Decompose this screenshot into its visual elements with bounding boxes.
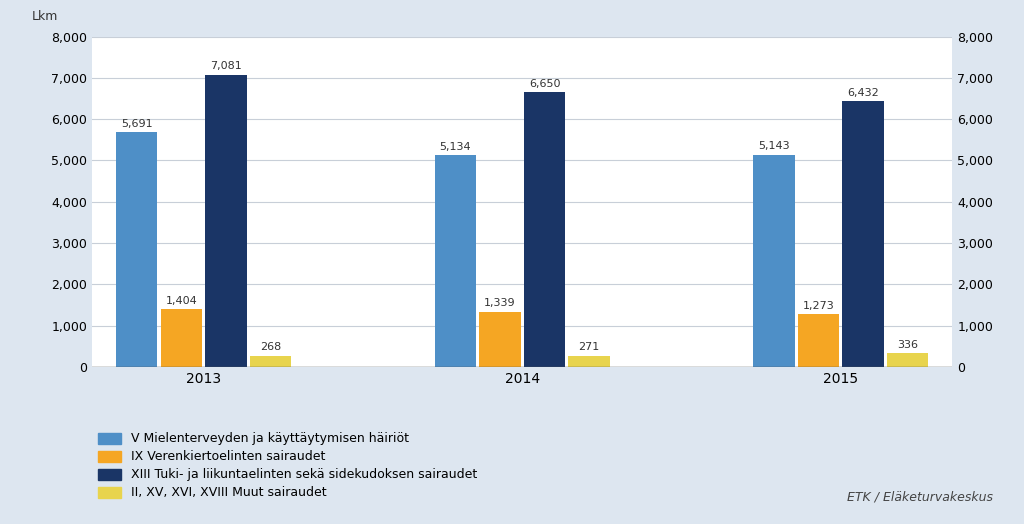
Text: 1,404: 1,404 bbox=[166, 296, 198, 305]
Bar bbox=[205, 74, 247, 367]
Legend: V Mielenterveyden ja käyttäytymisen häiriöt, IX Verenkiertoelinten sairaudet, XI: V Mielenterveyden ja käyttäytymisen häir… bbox=[98, 432, 477, 499]
Text: 271: 271 bbox=[579, 342, 600, 352]
Text: 6,432: 6,432 bbox=[847, 88, 879, 98]
Text: 7,081: 7,081 bbox=[210, 61, 242, 71]
Bar bbox=[161, 309, 202, 367]
Bar bbox=[568, 356, 610, 367]
Text: Lkm: Lkm bbox=[32, 10, 58, 24]
Text: 268: 268 bbox=[260, 343, 282, 353]
Text: 1,273: 1,273 bbox=[803, 301, 835, 311]
Text: 5,691: 5,691 bbox=[121, 118, 153, 129]
Bar bbox=[434, 155, 476, 367]
Text: 336: 336 bbox=[897, 340, 919, 350]
Bar bbox=[798, 314, 840, 367]
Text: 6,650: 6,650 bbox=[528, 79, 560, 89]
Text: 5,134: 5,134 bbox=[439, 141, 471, 151]
Bar bbox=[887, 353, 929, 367]
Text: 5,143: 5,143 bbox=[758, 141, 790, 151]
Bar bbox=[524, 92, 565, 367]
Bar bbox=[116, 132, 158, 367]
Text: ETK / Eläketurvakeskus: ETK / Eläketurvakeskus bbox=[847, 490, 993, 503]
Bar bbox=[843, 101, 884, 367]
Text: 1,339: 1,339 bbox=[484, 298, 516, 308]
Bar bbox=[479, 312, 520, 367]
Bar bbox=[250, 356, 291, 367]
Bar bbox=[754, 155, 795, 367]
